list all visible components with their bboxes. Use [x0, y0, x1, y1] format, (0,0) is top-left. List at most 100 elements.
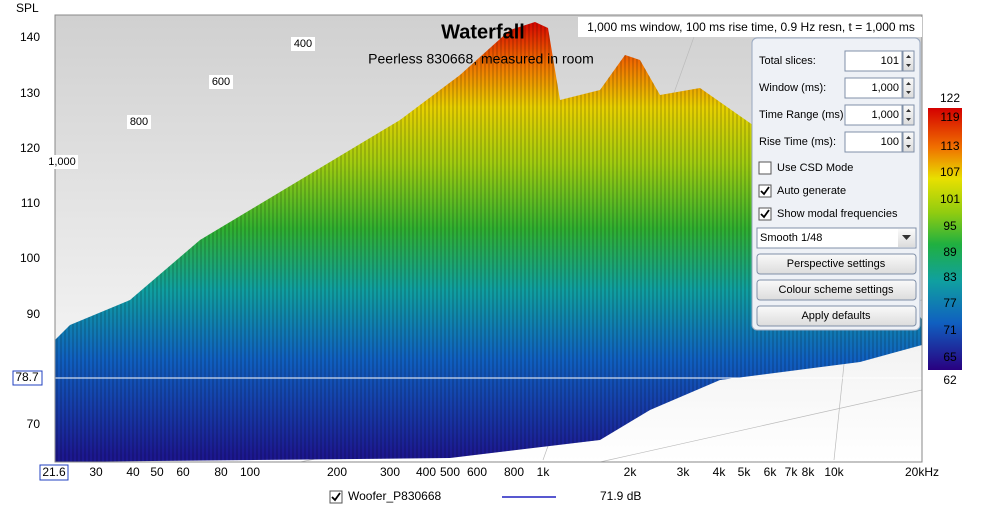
y-tick-label: 90 [27, 307, 41, 321]
x-tick-label: 400 [416, 465, 436, 479]
legend-value: 71.9 dB [600, 489, 641, 503]
x-tick-label: 80 [214, 465, 228, 479]
title: Waterfall [441, 21, 525, 43]
checkmark [760, 186, 770, 196]
spinner[interactable] [902, 131, 915, 153]
spinner[interactable] [902, 50, 915, 72]
dropdown[interactable] [756, 227, 917, 249]
x-tick-label: 1k [537, 465, 551, 479]
checkbox-label: Auto generate [777, 185, 846, 197]
dropdown-value: Smooth 1/48 [760, 232, 822, 244]
spinner[interactable] [902, 77, 915, 99]
time-tick-box [209, 75, 233, 89]
x-tick-label: 200 [327, 465, 347, 479]
x-tick-label: 6k [764, 465, 778, 479]
y-tick-label: 140 [20, 30, 40, 44]
scale-label: 95 [943, 219, 957, 233]
scale-label: 122 [940, 91, 960, 105]
field-label: Total slices: [759, 55, 816, 67]
spinner-arrows [906, 55, 911, 67]
waterfall-ridges [55, 22, 922, 462]
x-cursor-box [39, 464, 69, 481]
button-label: Apply defaults [801, 310, 871, 322]
x-tick-label: 300 [380, 465, 400, 479]
x-tick-label: 2k [624, 465, 638, 479]
time-tick-box [46, 155, 78, 169]
field-input[interactable] [844, 77, 903, 99]
scale-label: 113 [940, 139, 959, 153]
scale-label: 77 [943, 296, 957, 310]
time-tick-box [127, 115, 151, 129]
time-tick-label: 400 [294, 38, 312, 50]
x-tick-label: 800 [504, 465, 524, 479]
scale-label: 89 [943, 245, 957, 259]
info-box [578, 17, 922, 37]
time-tick-label: 800 [130, 116, 148, 128]
button[interactable] [756, 253, 917, 275]
field-label: Time Range (ms): [759, 109, 847, 121]
field-value: 100 [881, 136, 899, 148]
y-cursor-box [12, 370, 43, 386]
x-tick-label: 3k [677, 465, 691, 479]
spinner-arrows [906, 82, 911, 94]
field-input[interactable] [844, 50, 903, 72]
x-tick-label: 40 [126, 465, 140, 479]
scale-label: 83 [943, 270, 957, 284]
scale-label: 119 [940, 110, 959, 124]
spinner[interactable] [902, 104, 915, 126]
dropdown-arrow [902, 235, 911, 240]
scale-label: 101 [940, 192, 960, 206]
time-tick-label: 600 [212, 76, 230, 88]
x-tick-label: 5k [738, 465, 752, 479]
field-value: 1,000 [871, 109, 899, 121]
x-tick-label: 50 [150, 465, 164, 479]
button-label: Colour scheme settings [779, 284, 894, 296]
checkbox[interactable] [758, 207, 772, 221]
legend-checkmark [331, 492, 341, 502]
x-tick-label: 7k [785, 465, 799, 479]
time-tick-label: 1,000 [48, 156, 76, 168]
button[interactable] [756, 279, 917, 301]
x-tick-label: 4k [713, 465, 727, 479]
x-tick-label: 60 [176, 465, 190, 479]
x-tick-label: 500 [440, 465, 460, 479]
spinner-arrows [906, 136, 911, 148]
y-tick-label: 120 [20, 141, 40, 155]
x-tick-label: 600 [467, 465, 487, 479]
y-tick-label: 70 [27, 417, 41, 431]
checkmark [760, 209, 770, 219]
plot-frame [54, 14, 923, 463]
x-tick-label: 30 [89, 465, 103, 479]
button[interactable] [756, 305, 917, 327]
y-tick-label: 110 [21, 196, 40, 210]
x-cursor: 21.6 [42, 465, 66, 479]
legend-name: Woofer_P830668 [348, 489, 442, 503]
info: 1,000 ms window, 100 ms rise time, 0.9 H… [587, 20, 915, 34]
field-label: Rise Time (ms): [759, 136, 836, 148]
scale-label: 71 [943, 323, 957, 337]
x-tick-label: 20kHz [905, 465, 939, 479]
scale-label: 62 [943, 373, 957, 387]
button-label: Perspective settings [787, 258, 886, 270]
spinner-arrows [906, 109, 911, 121]
x-tick-label: 10k [824, 465, 844, 479]
x-tick-label: 100 [240, 465, 260, 479]
legend-checkbox[interactable] [329, 490, 343, 504]
y-tick-label: 100 [20, 251, 40, 265]
subtitle: Peerless 830668, measured in room [368, 51, 594, 67]
y-tick-label: 130 [20, 86, 40, 100]
scale-label: 107 [940, 165, 960, 179]
x-tick-label: 8k [802, 465, 816, 479]
field-input[interactable] [844, 104, 903, 126]
field-value: 101 [881, 55, 899, 67]
checkbox-label: Use CSD Mode [777, 162, 853, 174]
field-input[interactable] [844, 131, 903, 153]
checkbox-label: Show modal frequencies [777, 208, 898, 220]
checkbox[interactable] [758, 161, 772, 175]
colour-scale [928, 108, 962, 370]
checkbox[interactable] [758, 184, 772, 198]
y-axis-label: SPL [16, 1, 39, 15]
y-cursor: 78.7 [15, 370, 39, 384]
scale-label: 65 [943, 350, 957, 364]
